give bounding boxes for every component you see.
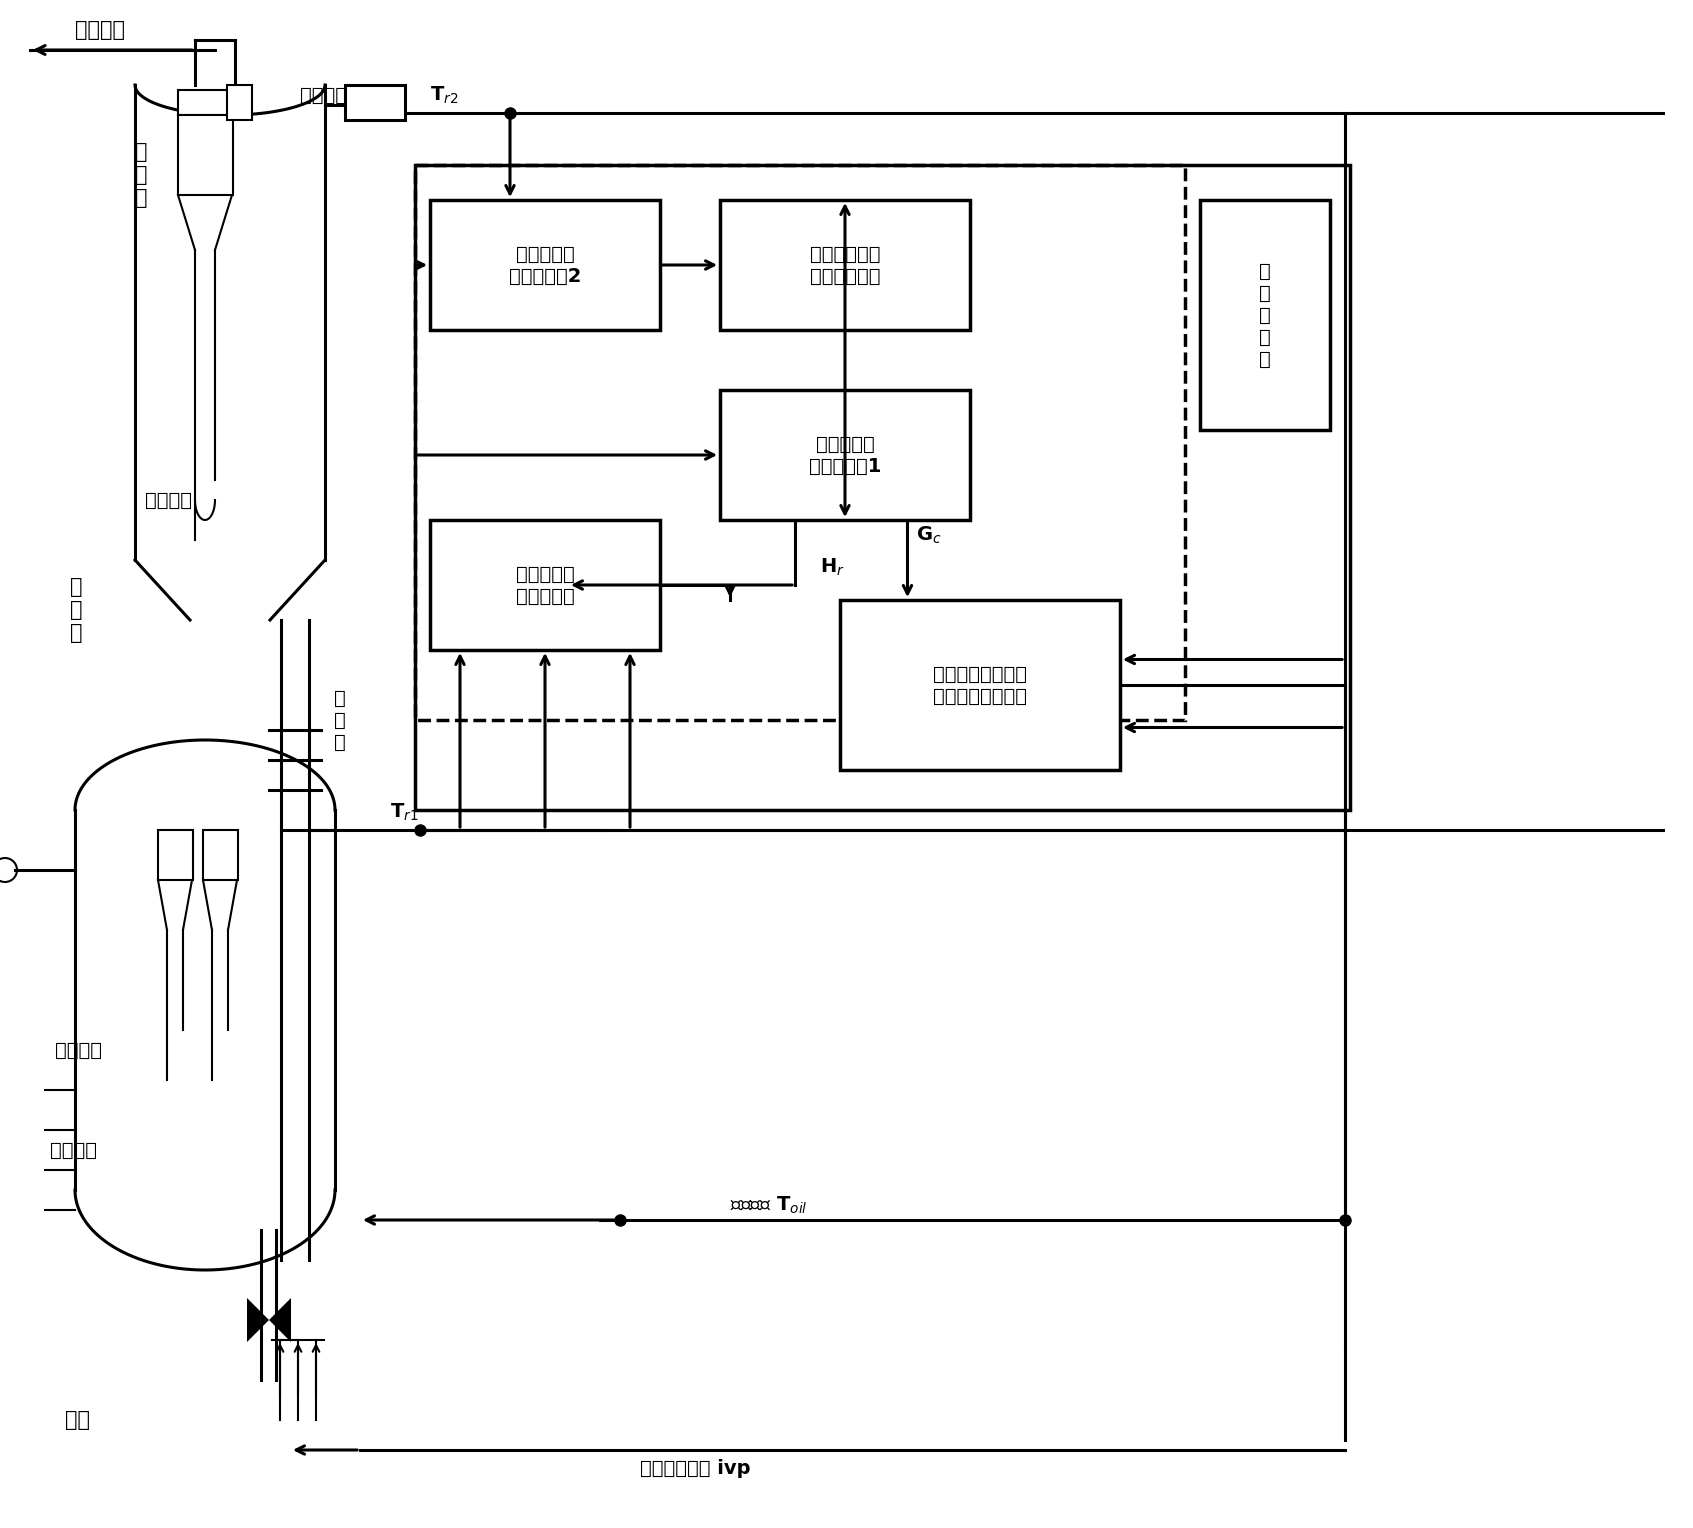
Text: 反应压力: 反应压力 — [300, 86, 347, 104]
Text: G$_c$: G$_c$ — [916, 524, 941, 545]
Text: T$_{r2}$: T$_{r2}$ — [430, 84, 459, 105]
Bar — [1200, 200, 1331, 429]
Bar — [415, 165, 1185, 720]
Bar — [720, 390, 970, 520]
Polygon shape — [247, 1297, 269, 1342]
Text: 反应深度自适应非
线性预测控制模块: 反应深度自适应非 线性预测控制模块 — [933, 665, 1028, 706]
Text: 催化剂循环
量计算模块2: 催化剂循环 量计算模块2 — [510, 244, 581, 286]
Text: 再生压力: 再生压力 — [146, 490, 191, 509]
Text: 再生阀门模型
系数校正模块: 再生阀门模型 系数校正模块 — [809, 244, 880, 286]
Bar — [720, 200, 970, 330]
Bar — [227, 86, 252, 121]
Bar — [178, 115, 234, 196]
Text: 待生阀门: 待生阀门 — [51, 1140, 97, 1160]
Text: 再生温度: 再生温度 — [54, 1041, 102, 1059]
Polygon shape — [269, 1297, 291, 1342]
Bar — [415, 165, 1349, 810]
Text: 提
升
管: 提 升 管 — [334, 689, 345, 752]
Text: H$_r$: H$_r$ — [819, 556, 845, 578]
Bar — [203, 830, 239, 880]
Text: 催化剂循环
量计算模块1: 催化剂循环 量计算模块1 — [809, 434, 880, 475]
Text: 控
制
计
算
机: 控 制 计 算 机 — [1260, 261, 1271, 368]
Text: 空气: 空气 — [64, 1410, 90, 1430]
Bar — [178, 90, 234, 115]
Bar — [345, 86, 405, 121]
Bar — [840, 601, 1121, 770]
Text: 再
生
器: 再 生 器 — [69, 576, 83, 643]
Text: 提升管反应
热计算模块: 提升管反应 热计算模块 — [516, 564, 574, 605]
Bar — [430, 520, 660, 649]
Text: 再生阀门开度 ivp: 再生阀门开度 ivp — [640, 1459, 750, 1478]
Text: T$_{r1}$: T$_{r1}$ — [389, 801, 418, 822]
Text: 进料温度 T$_{oil}$: 进料温度 T$_{oil}$ — [730, 1195, 808, 1216]
Text: 去分馏塔: 去分馏塔 — [74, 20, 125, 40]
Bar — [430, 200, 660, 330]
Text: 沉
降
器: 沉 降 器 — [135, 142, 147, 208]
Bar — [157, 830, 193, 880]
